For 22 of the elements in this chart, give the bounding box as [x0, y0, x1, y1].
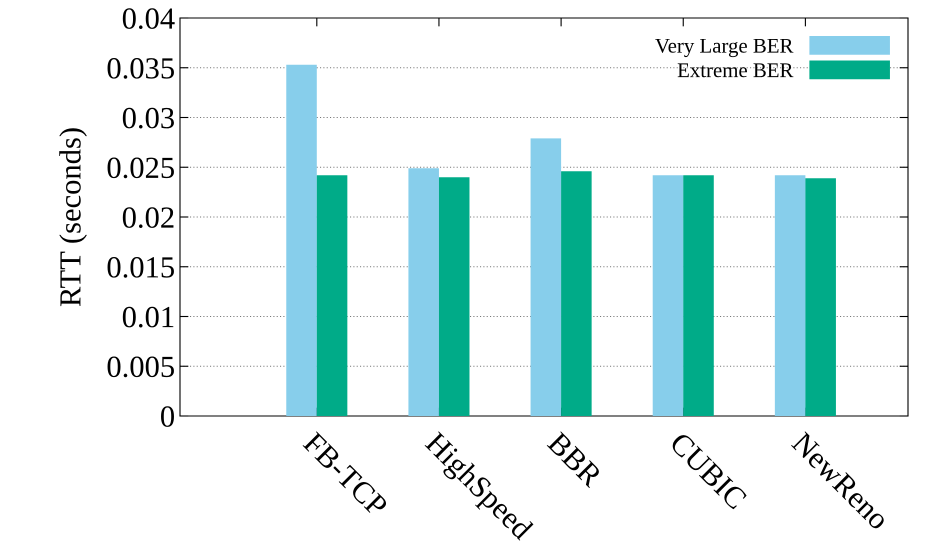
y-tick-label: 0.01	[122, 306, 174, 328]
bar	[530, 138, 562, 416]
bar	[805, 178, 836, 416]
y-tick-label: 0.025	[108, 158, 174, 178]
legend-label: Very Large BER	[655, 38, 794, 58]
y-tick-label: 0.015	[108, 257, 174, 278]
bar	[286, 64, 317, 416]
y-axis-title: RTT (seconds)	[59, 128, 87, 306]
y-tick-label: 0.04	[122, 8, 175, 30]
bar	[683, 175, 714, 416]
y-tick-label: 0.005	[108, 356, 174, 378]
legend-label: Extreme BER	[678, 63, 794, 78]
bar	[316, 175, 348, 416]
bar	[774, 175, 806, 416]
bar	[561, 171, 592, 416]
bar	[438, 177, 470, 416]
y-tick-label: 0.03	[122, 108, 174, 129]
bar	[408, 168, 439, 416]
y-tick-label: 0.035	[108, 58, 174, 79]
y-tick-label: 0.02	[122, 207, 174, 228]
y-tick-label: 0	[161, 406, 174, 427]
bar	[652, 175, 684, 416]
